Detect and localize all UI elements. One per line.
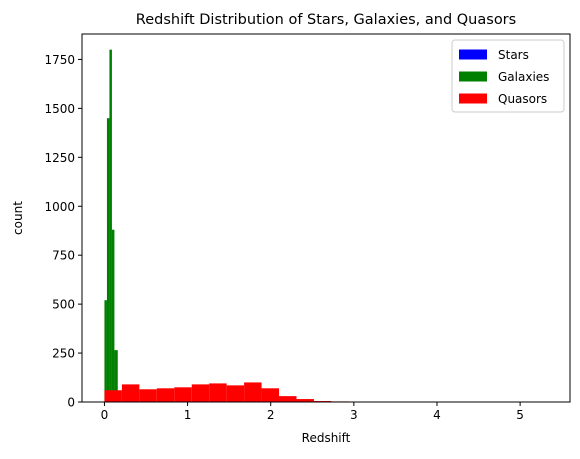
quasors-bar [192, 384, 209, 402]
x-tick-label: 3 [350, 408, 358, 422]
x-axis-label: Redshift [302, 431, 351, 445]
legend: Stars Galaxies Quasors [452, 40, 564, 112]
galaxies-bar [109, 50, 111, 402]
legend-label-stars: Stars [498, 48, 529, 62]
y-tick-label: 500 [52, 298, 75, 312]
quasors-bar [262, 388, 279, 402]
x-tick-label: 1 [184, 408, 192, 422]
y-tick-label: 1750 [44, 53, 75, 67]
y-tick-label: 250 [52, 347, 75, 361]
quasors-bar [139, 389, 156, 402]
galaxies-bar [107, 118, 109, 402]
legend-swatch-galaxies [459, 72, 487, 82]
y-tick-label: 1000 [44, 200, 75, 214]
quasors-bar [209, 383, 226, 402]
quasors-bar [279, 396, 296, 402]
x-tick-label: 2 [267, 408, 275, 422]
legend-swatch-stars [459, 50, 487, 60]
chart-title: Redshift Distribution of Stars, Galaxies… [136, 12, 516, 28]
y-tick-label: 1500 [44, 102, 75, 116]
galaxies-bar [112, 230, 114, 402]
legend-swatch-quasors [459, 94, 487, 104]
y-tick-label: 1250 [44, 151, 75, 165]
legend-label-galaxies: Galaxies [498, 70, 549, 84]
quasors-bar [104, 390, 121, 402]
y-axis-label: count [11, 201, 25, 235]
x-tick-label: 4 [433, 408, 441, 422]
quasors-bar [157, 388, 174, 402]
x-tick-label: 0 [101, 408, 109, 422]
quasors-bar [244, 382, 261, 402]
legend-label-quasors: Quasors [498, 92, 547, 106]
galaxies-bar [104, 300, 106, 402]
quasors-bar [227, 385, 244, 402]
y-tick-label: 750 [52, 249, 75, 263]
y-tick-label: 0 [67, 396, 75, 410]
quasors-bar [122, 384, 139, 402]
x-tick-label: 5 [516, 408, 524, 422]
quasors-bar [174, 387, 191, 402]
